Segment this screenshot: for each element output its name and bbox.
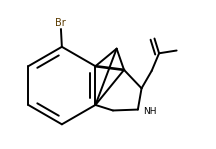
Text: NH: NH [143,107,157,115]
Text: Br: Br [55,18,65,28]
